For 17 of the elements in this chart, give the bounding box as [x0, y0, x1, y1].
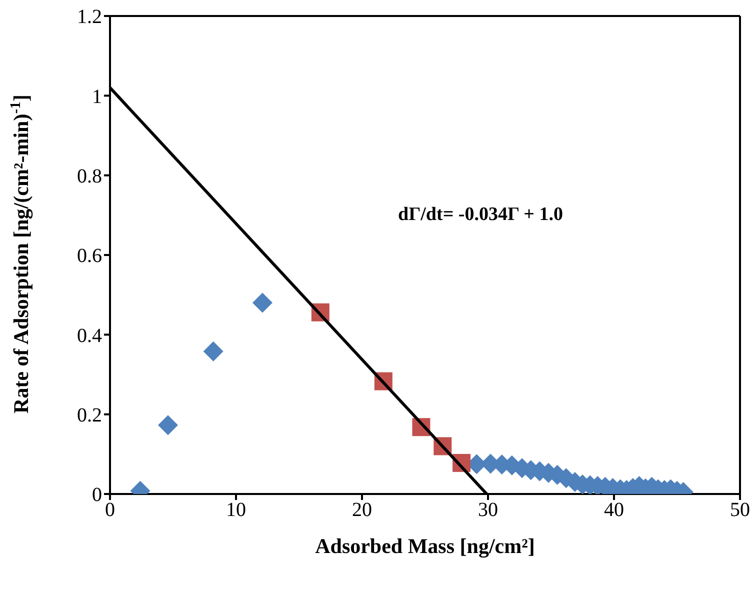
- y-tick-label: 0: [92, 484, 102, 506]
- x-tick-label: 30: [478, 499, 498, 522]
- y-tick-label: 0.6: [77, 245, 102, 268]
- x-tick-label: 50: [730, 499, 750, 522]
- x-tick-label: 20: [352, 499, 372, 522]
- x-axis-title: Adsorbed Mass [ng/cm²]: [315, 534, 535, 558]
- y-tick-label: 1: [92, 86, 102, 108]
- y-tick-label: 1.2: [77, 6, 102, 28]
- y-tick-label: 0.8: [77, 165, 102, 188]
- point: [252, 292, 272, 313]
- y-tick-label: 0.4: [77, 324, 102, 347]
- annotation: dΓ/dt= -0.034Γ + 1.0: [398, 204, 563, 226]
- x-tick-label: 40: [604, 499, 624, 522]
- point: [158, 415, 178, 436]
- point: [203, 341, 224, 362]
- y-tick-label: 0.2: [77, 404, 102, 426]
- x-tick-label: 10: [226, 499, 246, 522]
